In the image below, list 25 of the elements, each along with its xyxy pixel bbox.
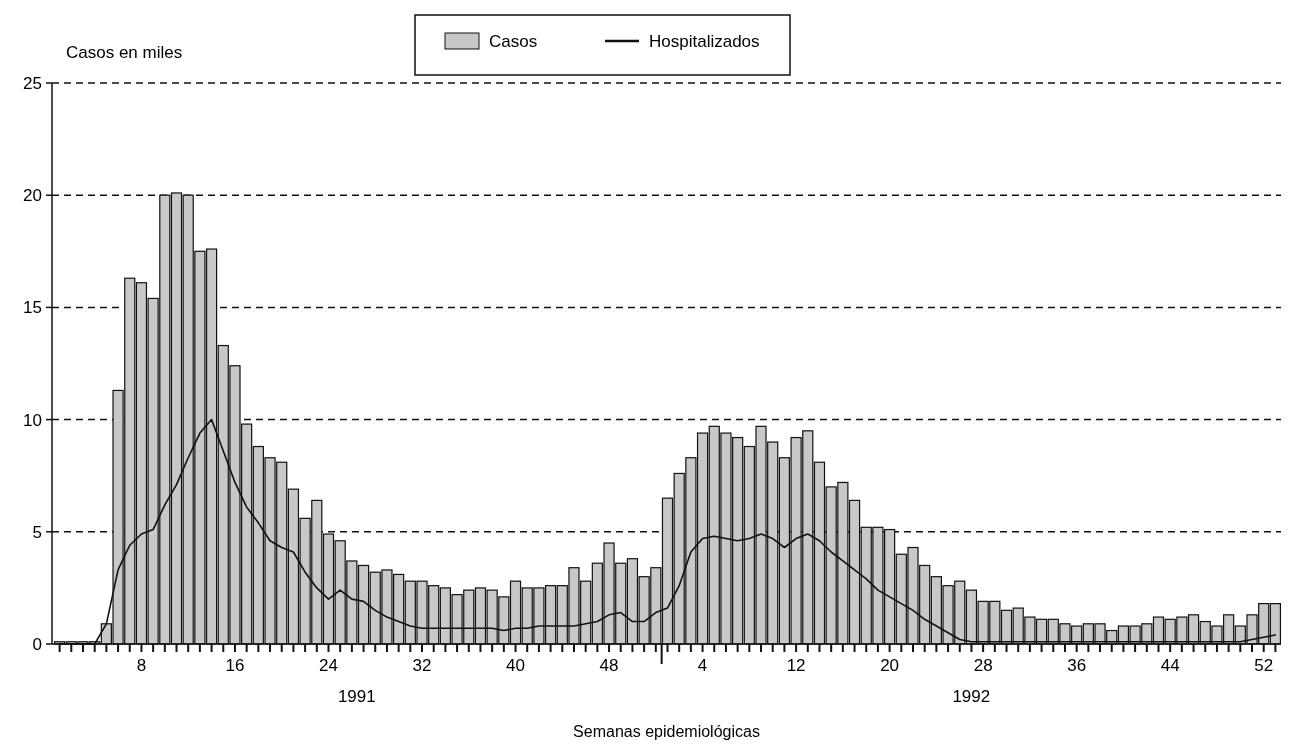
legend-label: Casos	[489, 31, 538, 51]
y-tick-label: 5	[32, 522, 42, 542]
x-tick-label: 52	[1254, 656, 1274, 675]
x-tick-label: 44	[1160, 656, 1180, 675]
x-tick-label: 48	[599, 656, 619, 675]
x-tick-label: 16	[225, 656, 245, 675]
y-tick-label: 25	[23, 73, 42, 93]
x-tick-label: 8	[136, 656, 147, 675]
x-tick-label: 24	[319, 656, 338, 675]
x-tick-label: 28	[973, 656, 993, 675]
y-axis-title: Casos en miles	[66, 43, 183, 62]
x-tick-label: 32	[412, 656, 432, 675]
y-tick-label: 15	[23, 298, 42, 318]
x-tick-label: 36	[1067, 656, 1087, 675]
text: 1992	[952, 687, 991, 706]
y-tick-label: 0	[32, 634, 42, 654]
legend-label: Hospitalizados	[649, 31, 760, 51]
y-tick-label: 10	[23, 410, 42, 430]
text: 1991	[337, 687, 376, 706]
x-tick-label: 40	[506, 656, 525, 675]
x-tick-label: 4	[697, 656, 708, 675]
y-tick-label: 20	[23, 186, 42, 206]
x-tick-label: 12	[786, 656, 806, 675]
x-tick-label: 20	[880, 656, 900, 675]
x-axis-title: Semanas epidemiológicas	[573, 723, 760, 740]
